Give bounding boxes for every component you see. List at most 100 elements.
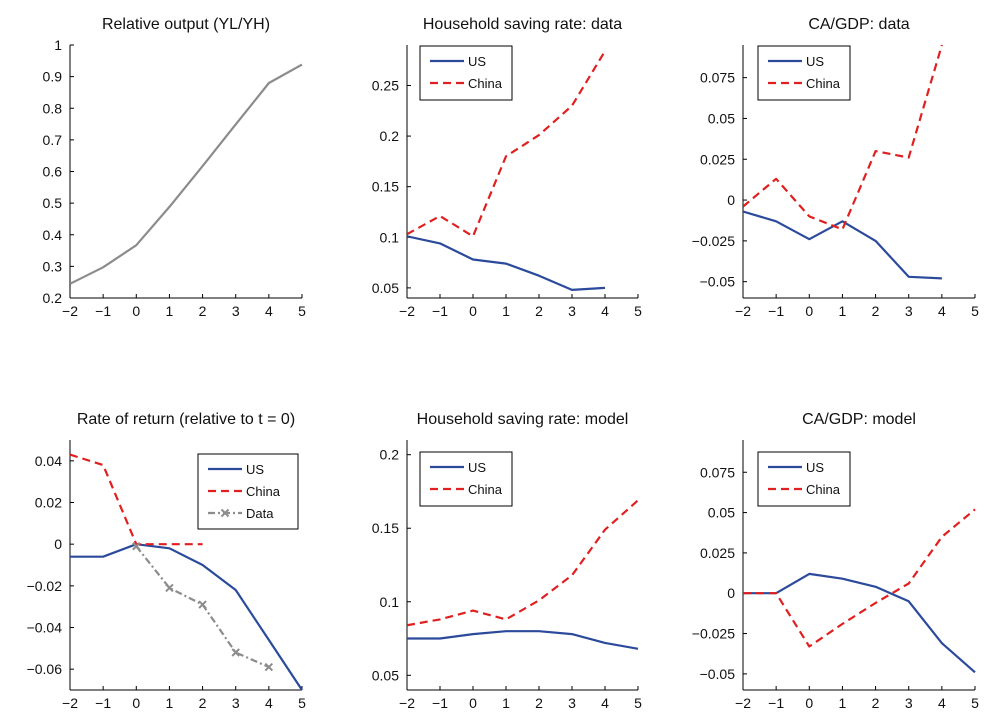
series-line-us (70, 543, 303, 691)
series-line-china (743, 44, 943, 231)
legend-label: China (806, 76, 841, 91)
x-tick-label: 3 (905, 303, 913, 319)
chart-panel-6: CA/GDP: model −2 −1 0 1 2 3 4 5 −0.05 −0.025 0 0.025… (692, 411, 979, 711)
x-tick-label: 4 (265, 695, 273, 711)
x-tick-label: 2 (872, 695, 880, 711)
x-tick-label: 1 (839, 303, 847, 319)
x-tick-label: 0 (132, 303, 140, 319)
data-point-marker (231, 648, 240, 657)
y-tick-label: 0.8 (43, 100, 63, 116)
y-tick-label: 0.3 (43, 258, 63, 274)
x-tick-label: 1 (502, 695, 510, 711)
x-tick-label: 1 (166, 695, 174, 711)
chart-title: CA/GDP: data (808, 16, 909, 33)
legend: US China (757, 451, 851, 507)
x-tick-label: 2 (535, 303, 543, 319)
y-tick-label: 0.05 (708, 505, 735, 521)
x-tick-label: 0 (469, 303, 477, 319)
chart-title: Rate of return (relative to t = 0) (77, 411, 295, 428)
legend-marker (220, 508, 230, 518)
x-tick-label: 1 (502, 303, 510, 319)
chart-panel-2: Household saving rate: data −2 −1 0 1 2 3 4 5 0.0… (372, 16, 642, 319)
legend: US China (419, 451, 513, 507)
x-tick-label: 4 (601, 303, 609, 319)
y-tick-label: 0.5 (43, 195, 63, 211)
y-tick-label: 0.4 (43, 227, 63, 243)
x-tick-label: 4 (938, 695, 946, 711)
x-tick-label: 5 (971, 303, 979, 319)
x-tick-label: −2 (399, 303, 415, 319)
y-tick-label: 0.025 (700, 545, 735, 561)
chart-title: Household saving rate: model (417, 411, 629, 428)
series-line-china (743, 508, 976, 648)
x-tick-label: −1 (768, 303, 784, 319)
chart-panel-4: Rate of return (relative to t = 0) −2 −1 0 1… (27, 411, 307, 711)
legend: US China Data (197, 453, 299, 530)
x-tick-label: 1 (839, 695, 847, 711)
series-line-china (70, 453, 203, 546)
legend-label: US (468, 460, 486, 475)
series-line-us (407, 235, 606, 291)
chart-panel-3: CA/GDP: data −2 −1 0 1 2 3 4 5 −0.05 −0.025 0 0.025 0… (692, 16, 979, 319)
x-tick-label: 2 (535, 695, 543, 711)
x-tick-label: 0 (805, 303, 813, 319)
chart-title: Household saving rate: data (423, 16, 622, 33)
x-tick-label: 5 (971, 695, 979, 711)
y-tick-label: 0.15 (372, 520, 399, 536)
y-tick-label: 0.7 (43, 132, 63, 148)
y-tick-label: 0.075 (700, 70, 735, 86)
data-point-marker (132, 542, 141, 551)
x-tick-label: −2 (735, 303, 751, 319)
chart-title: CA/GDP: model (802, 411, 916, 428)
x-tick-label: −2 (62, 303, 78, 319)
x-tick-label: −1 (432, 695, 448, 711)
x-tick-label: 5 (298, 695, 306, 711)
y-tick-label: −0.06 (27, 661, 63, 677)
y-tick-label: −0.025 (692, 233, 735, 249)
y-tick-label: 0 (727, 192, 735, 208)
data-point-marker (165, 583, 174, 593)
x-tick-label: −1 (432, 303, 448, 319)
x-tick-label: 0 (805, 695, 813, 711)
y-tick-label: 0.05 (372, 667, 399, 683)
data-point-marker (198, 600, 207, 609)
x-tick-label: 4 (601, 695, 609, 711)
x-tick-label: 3 (568, 695, 576, 711)
legend-box (419, 45, 513, 101)
x-tick-label: 2 (199, 303, 207, 319)
y-tick-label: 0.2 (380, 128, 400, 144)
legend-label: US (468, 54, 486, 69)
x-tick-label: 0 (469, 695, 477, 711)
legend-label: US (246, 462, 264, 477)
y-tick-label: 0.9 (43, 69, 63, 85)
y-tick-label: −0.05 (700, 666, 736, 682)
chart-panel-5: Household saving rate: model −2 −1 0 1 2 3 4 5 0.… (372, 411, 642, 711)
x-tick-label: 3 (232, 303, 240, 319)
y-tick-label: 0.02 (35, 495, 62, 511)
y-tick-label: 0.04 (35, 453, 62, 469)
x-tick-label: 2 (199, 695, 207, 711)
y-tick-label: 0.6 (43, 164, 63, 180)
y-tick-label: 0.05 (708, 110, 735, 126)
series-line-us (743, 572, 976, 674)
y-tick-label: 0 (727, 585, 735, 601)
x-tick-label: −2 (735, 695, 751, 711)
x-tick-label: 1 (166, 303, 174, 319)
y-tick-label: 0 (54, 536, 62, 552)
legend-label: US (806, 54, 824, 69)
x-tick-label: 2 (872, 303, 880, 319)
x-tick-label: −1 (95, 695, 111, 711)
y-tick-label: −0.05 (700, 274, 736, 290)
legend-label: China (468, 482, 503, 497)
x-tick-label: −2 (399, 695, 415, 711)
chart-panel-1: Relative output (YL/YH) −2 −1 0 1 2 3 4 5 0.2 0.3 0… (43, 16, 307, 319)
y-tick-label: −0.025 (692, 626, 735, 642)
legend: US China (757, 45, 851, 101)
series-line-output (70, 63, 303, 285)
x-tick-label: 5 (298, 303, 306, 319)
legend: US China (419, 45, 513, 101)
y-tick-label: 1 (54, 37, 62, 53)
legend-label: China (246, 484, 281, 499)
series-line-china (407, 499, 639, 627)
